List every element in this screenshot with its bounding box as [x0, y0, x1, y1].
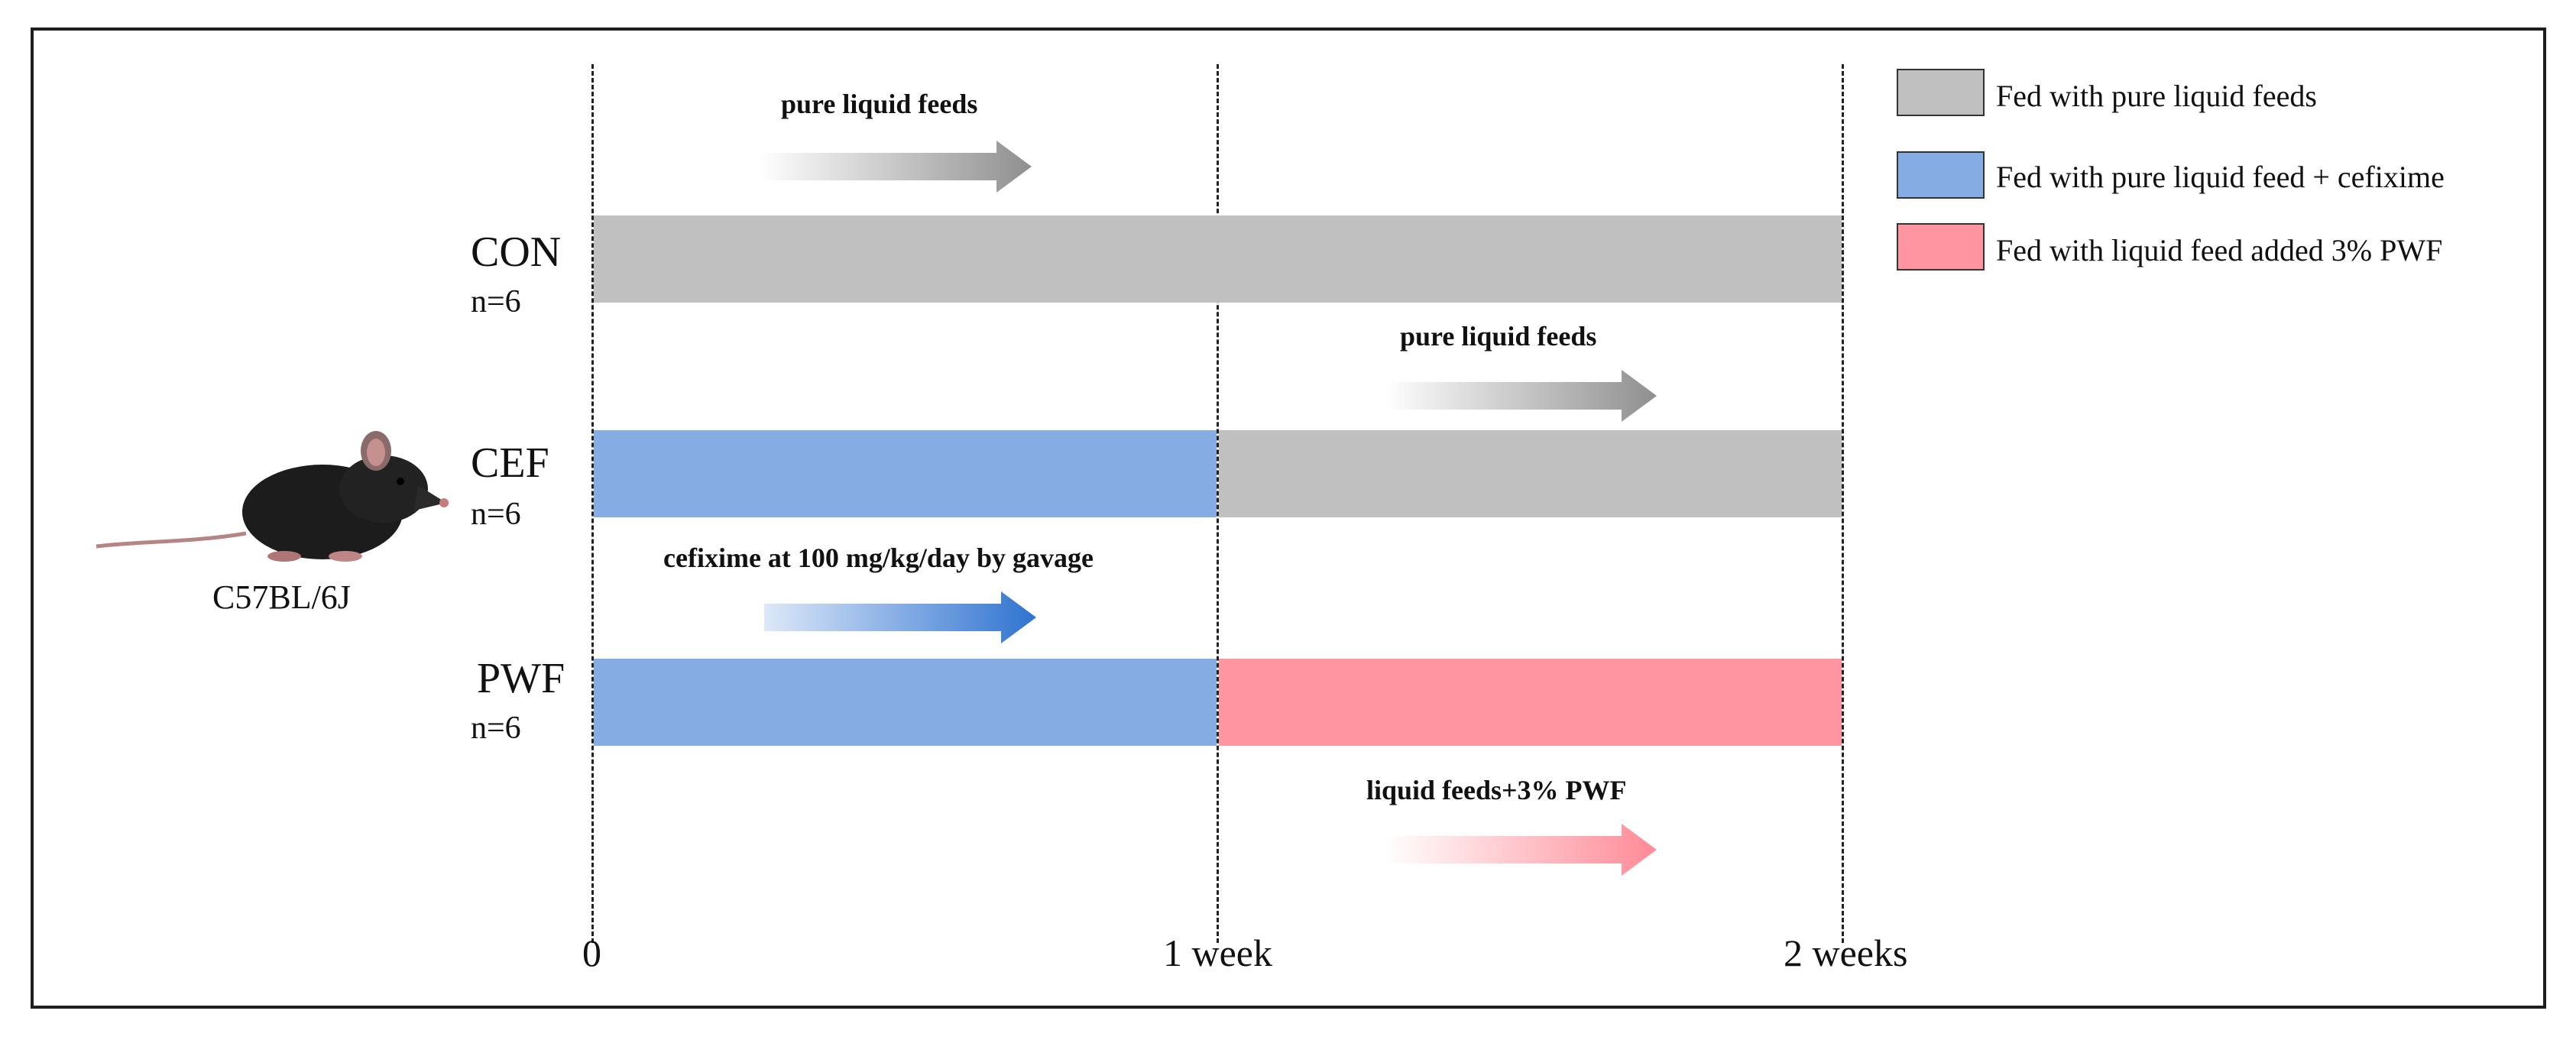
legend-swatch-pure-feeds [1897, 69, 1985, 116]
annotation-cef-pure-feeds: pure liquid feeds [1400, 321, 1597, 352]
tick-2-weeks: 2 weeks [1784, 931, 1908, 974]
annotation-pwf: liquid feeds+3% PWF [1366, 775, 1627, 805]
timeline-marker-0 [591, 64, 594, 943]
group-n-con: n=6 [471, 284, 521, 319]
mouse-icon [96, 431, 449, 562]
arrow-con-gray [760, 141, 1032, 193]
legend-label-pure-feeds: Fed with pure liquid feeds [1996, 79, 2317, 113]
legend-swatch-pwf [1897, 223, 1985, 271]
group-label-pwf: PWF [477, 655, 565, 702]
group-n-pwf: n=6 [471, 711, 521, 746]
legend-label-cefixime: Fed with pure liquid feed + cefixime [1996, 160, 2445, 194]
diagram-frame: C57BL/6J CON n=6 CEF n=6 PWF n=6 pure li… [31, 28, 2546, 1009]
pwf-bar-cefixime [594, 659, 1217, 746]
legend-label-pwf: Fed with liquid feed added 3% PWF [1996, 233, 2443, 267]
con-bar-pure-feeds [594, 215, 1842, 303]
mouse-strain-label: C57BL/6J [212, 578, 351, 616]
timeline-marker-1-week [1217, 64, 1219, 943]
tick-0: 0 [582, 931, 601, 974]
annotation-cefixime: cefixime at 100 mg/kg/day by gavage [663, 543, 1094, 573]
group-label-cef: CEF [471, 439, 549, 487]
group-label-con: CON [471, 228, 562, 276]
tick-1-week: 1 week [1163, 931, 1272, 974]
arrow-cef-gray [1385, 370, 1657, 422]
pwf-bar-pwf [1219, 659, 1842, 746]
timeline-marker-2-weeks [1842, 64, 1844, 943]
group-n-cef: n=6 [471, 497, 521, 532]
cef-bar-pure-feeds [1219, 430, 1842, 517]
cef-bar-cefixime [594, 430, 1217, 517]
arrow-pwf-pink [1385, 824, 1657, 876]
annotation-con-pure-feeds: pure liquid feeds [781, 89, 978, 119]
arrow-cefixime-blue [764, 591, 1036, 643]
legend-swatch-cefixime [1897, 151, 1985, 199]
